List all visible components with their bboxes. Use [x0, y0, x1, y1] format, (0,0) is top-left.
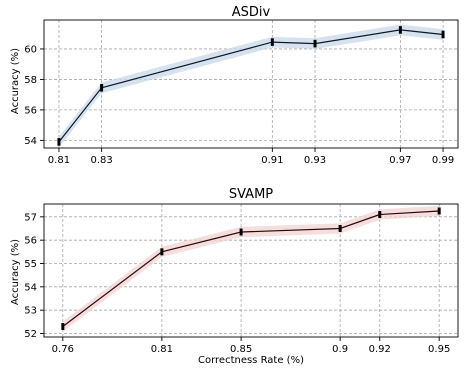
- svamp-x-tick-label: 0.92: [369, 344, 391, 355]
- svamp-x-tick-label: 0.76: [52, 344, 74, 355]
- asdiv-x-tick-label: 0.91: [261, 155, 283, 166]
- asdiv-x-tick-label: 0.93: [304, 155, 326, 166]
- asdiv-title: ASDiv: [232, 5, 271, 20]
- svamp-x-tick-label: 0.85: [230, 344, 252, 355]
- asdiv-y-tick-label: 58: [24, 75, 37, 86]
- svamp-grid: [44, 204, 458, 337]
- svamp-y-tick-label: 54: [24, 282, 37, 293]
- svamp-x-tick-label: 0.9: [332, 344, 348, 355]
- asdiv-x-tick-label: 0.83: [90, 155, 112, 166]
- asdiv-x-tick-label: 0.97: [389, 155, 411, 166]
- asdiv-x-tick-label: 0.81: [48, 155, 70, 166]
- svamp-y-axis-label: Accuracy (%): [10, 239, 21, 305]
- svamp-title: SVAMP: [229, 187, 273, 202]
- svamp-plot-frame: [44, 204, 458, 337]
- svamp-confidence-band: [63, 206, 439, 332]
- asdiv-y-tick-label: 56: [24, 105, 37, 116]
- svamp-y-tick-label: 53: [24, 306, 37, 317]
- asdiv-confidence-band: [59, 25, 443, 148]
- svamp-y-tick-label: 56: [24, 236, 37, 247]
- svamp-x-tick-label: 0.81: [151, 344, 173, 355]
- svamp-x-axis-label: Correctness Rate (%): [198, 355, 304, 366]
- asdiv-panel: ASDiv Accuracy (%) 0.81 0.83 0.91 0.93 0.97 0…: [10, 5, 458, 166]
- asdiv-y-axis-label: Accuracy (%): [10, 48, 21, 114]
- asdiv-y-tick-label: 60: [24, 44, 37, 55]
- svamp-y-tick-label: 55: [24, 259, 37, 270]
- svamp-y-tick-label: 57: [24, 212, 37, 223]
- asdiv-x-tick-label: 0.99: [432, 155, 454, 166]
- asdiv-y-tick-label: 54: [24, 136, 37, 147]
- svamp-panel: SVAMP Accuracy (%) Correctness Rate (%) …: [10, 187, 458, 366]
- svamp-x-tick-label: 0.95: [428, 344, 450, 355]
- svamp-y-tick-label: 52: [24, 329, 37, 340]
